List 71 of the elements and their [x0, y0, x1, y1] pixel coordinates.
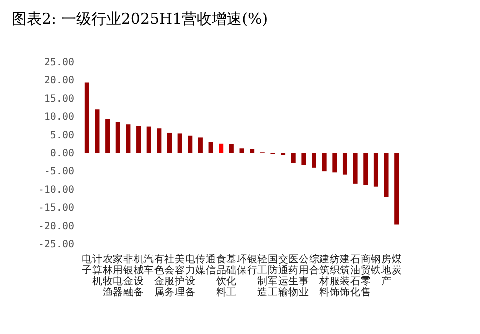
y-tick-label: -5.00	[44, 166, 74, 178]
x-tick-label: 煤炭	[392, 254, 402, 276]
x-tick-label: 综合	[309, 254, 320, 276]
x-tick-label: 农林牧渔	[102, 254, 113, 298]
x-tick-label: 家用电器	[113, 254, 124, 298]
x-tick-label: 基础化工	[226, 254, 237, 298]
x-tick-label: 商贸零售	[360, 254, 371, 298]
bar	[208, 142, 214, 153]
y-tick-label: -25.00	[38, 240, 74, 250]
y-tick-label: -15.00	[38, 203, 74, 214]
x-tick-label: 钢铁	[370, 254, 382, 276]
bar	[157, 128, 162, 153]
x-tick-label: 环保	[237, 254, 247, 276]
x-tick-label: 石油石化	[350, 254, 361, 298]
bar	[342, 153, 348, 175]
x-tick-label: 建筑装饰	[339, 254, 350, 298]
bar	[353, 153, 358, 184]
x-tick-label: 医药生物	[288, 254, 299, 298]
bar	[332, 153, 338, 173]
x-tick-label: 银行	[246, 254, 258, 276]
x-tick-label: 国防军工	[268, 254, 278, 298]
bar	[291, 153, 296, 164]
x-tick-label: 机械设备	[134, 254, 144, 298]
chart-title: 图表2: 一级行业2025H1营收增速(%)	[12, 10, 268, 28]
x-tick-label: 轻工制造	[258, 254, 268, 298]
x-tick-label: 传媒	[196, 254, 206, 276]
bar	[95, 110, 100, 153]
bar	[116, 122, 120, 153]
bar	[188, 136, 193, 153]
x-tick-label: 有色金属	[154, 254, 164, 298]
bar	[106, 120, 110, 153]
bar	[198, 138, 203, 153]
x-tick-label: 非银金融	[122, 254, 134, 298]
y-tick-label: 10.00	[44, 112, 74, 124]
x-tick-label: 建筑材料	[318, 254, 330, 298]
y-tick-label: 0.00	[50, 148, 74, 160]
bar	[146, 126, 152, 153]
bar	[322, 153, 327, 172]
x-tick-label: 食品饮料	[215, 254, 226, 298]
bar	[136, 126, 142, 153]
y-tick-label: 25.00	[44, 58, 74, 68]
x-tick-label: 美容护理	[174, 254, 186, 298]
x-tick-label: 汽车	[144, 254, 154, 276]
bar	[178, 134, 182, 153]
x-tick-label: 纺织服饰	[328, 254, 340, 298]
bar	[84, 82, 90, 153]
x-tick-label: 交通运输	[278, 254, 288, 298]
bar	[219, 144, 224, 153]
bar	[374, 153, 378, 187]
bar	[384, 153, 389, 198]
x-tick-label: 社会服务	[164, 254, 175, 298]
y-tick-label: 20.00	[44, 76, 74, 87]
x-tick-label: 通信	[206, 254, 216, 276]
y-tick-label: 5.00	[50, 130, 74, 142]
bar	[126, 124, 131, 153]
bar	[250, 149, 255, 153]
y-tick-label: 15.00	[44, 94, 74, 105]
bar	[167, 132, 172, 153]
x-tick-label: 电子	[82, 254, 92, 276]
y-tick-label: -20.00	[38, 221, 74, 232]
bar	[312, 153, 317, 168]
bar	[394, 153, 400, 225]
bar	[302, 153, 306, 166]
y-tick-label: -10.00	[38, 184, 74, 196]
x-tick-label: 房地产	[380, 254, 392, 288]
x-tick-label: 电力设备	[185, 254, 196, 298]
x-tick-label: 计算机	[92, 254, 102, 288]
bar	[229, 144, 234, 153]
x-tick-label: 公用事业	[298, 254, 309, 298]
bar	[240, 148, 244, 153]
bar	[364, 153, 368, 186]
